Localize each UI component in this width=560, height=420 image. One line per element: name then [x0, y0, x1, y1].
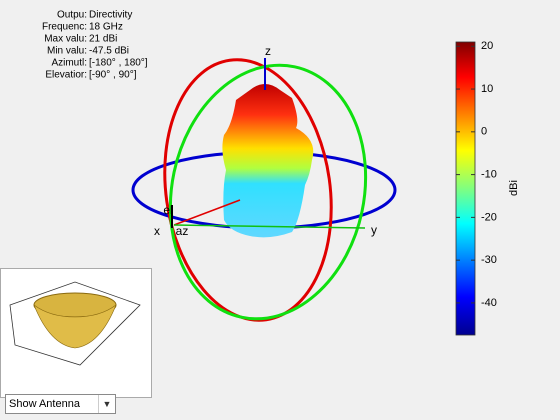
colorbar-tick-label: 20	[481, 40, 493, 52]
y-axis	[173, 224, 366, 229]
info-value: 18 GHz	[89, 22, 123, 33]
antenna-dropdown[interactable]: Show Antenna ▼	[5, 394, 116, 414]
dropdown-arrow[interactable]: ▼	[98, 395, 115, 413]
colorbar	[455, 41, 476, 336]
axis-label: z	[265, 44, 271, 58]
x-axis	[173, 199, 241, 226]
colorbar-tick-label: -20	[481, 211, 497, 223]
colorbar-tick-label: 0	[481, 126, 487, 138]
colorbar-tick-label: -30	[481, 254, 497, 266]
info-value: -47.5 dBi	[89, 46, 129, 57]
axis-label: el	[163, 203, 172, 217]
reflector-dish	[33, 304, 117, 349]
info-value: [-180° , 180°]	[89, 58, 148, 69]
radiation-pattern	[222, 84, 314, 238]
axis-label: x	[154, 224, 160, 238]
info-label: Elevatior:	[45, 70, 87, 81]
info-value: 21 dBi	[89, 34, 117, 45]
info-value: [-90° , 90°]	[89, 70, 137, 81]
axis-label: y	[371, 223, 377, 237]
axis-label: az	[176, 224, 189, 238]
dropdown-text: Show Antenna	[9, 398, 80, 410]
colorbar-tick-label: -40	[481, 297, 497, 309]
info-value: Directivity	[89, 10, 132, 21]
info-label: Min valu:	[47, 46, 87, 57]
info-label: Outpu:	[57, 10, 87, 21]
info-label: Frequenc:	[42, 22, 87, 33]
elevation-circle	[168, 63, 368, 321]
info-label: Max valu:	[44, 34, 87, 45]
info-label: Azimutl:	[51, 58, 87, 69]
colorbar-tick-label: -10	[481, 169, 497, 181]
colorbar-label: dBi	[508, 180, 520, 196]
elevation-circle	[163, 58, 333, 322]
colorbar-tick-label: 10	[481, 83, 493, 95]
